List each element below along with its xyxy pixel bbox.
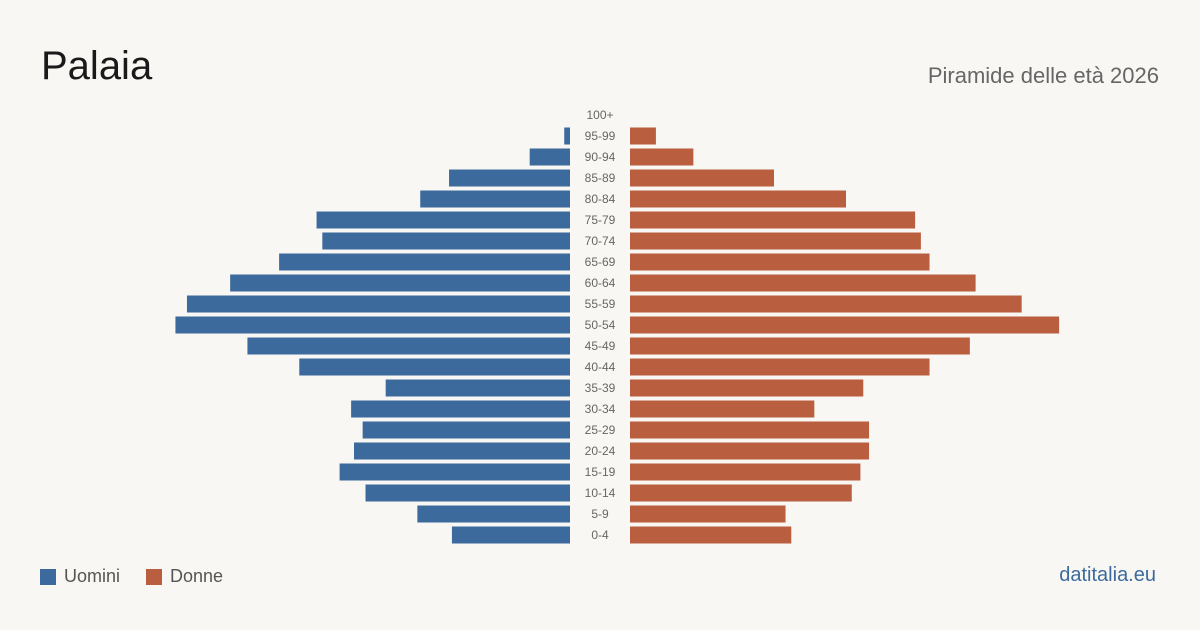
age-label-65-69: 65-69	[585, 255, 616, 269]
bar-women-65-69	[630, 253, 930, 271]
population-pyramid-chart: 100+ 95-99 90-94 85-89 80-84 75-79 70-74 65-69 6…	[175, 108, 1060, 544]
bar-men-15-19	[339, 463, 570, 481]
age-label-50-54: 50-54	[585, 318, 616, 332]
bar-women-20-24	[630, 442, 870, 460]
age-label-40-44: 40-44	[585, 360, 616, 374]
bar-men-35-39	[385, 379, 570, 397]
age-label-90-94: 90-94	[585, 150, 616, 164]
bar-men-20-24	[354, 442, 570, 460]
bar-women-45-49	[630, 337, 970, 355]
bar-women-40-44	[630, 358, 930, 376]
legend-swatch-men	[40, 568, 56, 585]
legend-item-women: Donne	[146, 566, 223, 587]
legend-swatch-women	[146, 568, 163, 585]
bar-women-15-19	[630, 463, 861, 481]
age-label-85-89: 85-89	[585, 171, 616, 185]
bar-women-85-89	[630, 169, 774, 187]
legend: Uomini Donne	[40, 566, 249, 587]
bar-men-10-14	[365, 484, 570, 502]
legend-label-men: Uomini	[64, 566, 121, 586]
source-link[interactable]: datitalia.eu	[1059, 564, 1156, 586]
bar-men-0-4	[451, 526, 570, 544]
age-label-80-84: 80-84	[585, 192, 616, 206]
bar-women-50-54	[630, 316, 1060, 334]
chart-subtitle: Piramide delle età 2026	[927, 63, 1159, 88]
chart-title: Palaia	[41, 44, 153, 88]
age-label-25-29: 25-29	[585, 423, 616, 437]
age-label-35-39: 35-39	[585, 381, 616, 395]
bar-women-0-4	[630, 526, 792, 544]
bar-women-75-79	[630, 211, 916, 229]
legend-item-men: Uomini	[40, 566, 120, 587]
bar-men-25-29	[362, 421, 570, 439]
bar-men-55-59	[186, 295, 570, 313]
bar-men-95-99	[564, 127, 570, 145]
bar-women-90-94	[630, 148, 694, 166]
bar-women-80-84	[630, 190, 846, 208]
bar-men-80-84	[420, 190, 570, 208]
bar-women-60-64	[630, 274, 976, 292]
age-label-30-34: 30-34	[585, 402, 616, 416]
bar-women-25-29	[630, 421, 870, 439]
bar-men-65-69	[279, 253, 570, 271]
age-label-100plus: 100+	[586, 108, 613, 122]
age-label-5-9: 5-9	[591, 507, 609, 521]
bar-women-95-99	[630, 127, 656, 145]
bar-men-85-89	[449, 169, 570, 187]
bar-men-70-74	[322, 232, 570, 250]
bar-women-70-74	[630, 232, 921, 250]
bar-men-75-79	[316, 211, 570, 229]
age-label-55-59: 55-59	[585, 297, 616, 311]
bar-women-35-39	[630, 379, 864, 397]
bar-men-5-9	[417, 505, 570, 523]
age-label-70-74: 70-74	[585, 234, 616, 248]
age-label-95-99: 95-99	[585, 129, 616, 143]
bar-men-40-44	[299, 358, 570, 376]
age-label-60-64: 60-64	[585, 276, 616, 290]
age-label-45-49: 45-49	[585, 339, 616, 353]
bar-women-30-34	[630, 400, 815, 418]
bar-men-45-49	[247, 337, 570, 355]
bar-men-90-94	[529, 148, 570, 166]
legend-label-women: Donne	[170, 566, 224, 586]
age-label-75-79: 75-79	[585, 213, 616, 227]
bar-men-30-34	[351, 400, 570, 418]
bar-women-55-59	[630, 295, 1022, 313]
age-label-15-19: 15-19	[585, 465, 616, 479]
age-label-20-24: 20-24	[585, 444, 616, 458]
bar-men-50-54	[175, 316, 570, 334]
age-label-10-14: 10-14	[585, 486, 616, 500]
bar-women-10-14	[630, 484, 852, 502]
bar-women-5-9	[630, 505, 786, 523]
age-label-0-4: 0-4	[591, 528, 609, 542]
bar-men-60-64	[230, 274, 570, 292]
